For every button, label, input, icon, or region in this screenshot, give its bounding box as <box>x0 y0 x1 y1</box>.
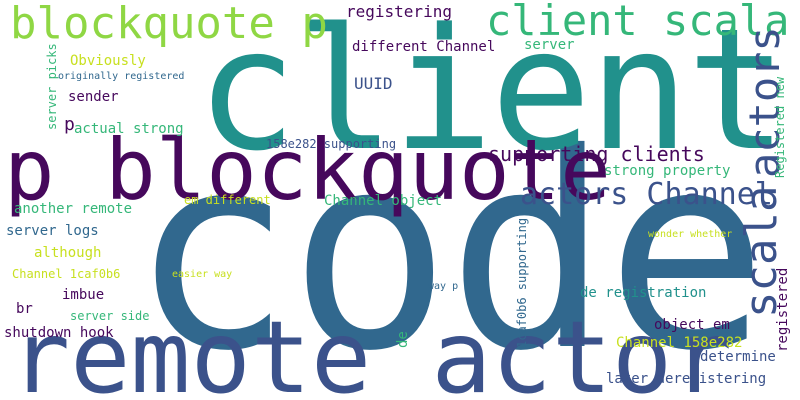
word-client: client <box>196 0 788 188</box>
word-actors-channel: actors Channel <box>520 177 773 212</box>
word-strong-property: strong property <box>604 163 731 179</box>
word-different-channel: different Channel <box>352 39 496 55</box>
word-channel-object: Channel object <box>324 193 443 209</box>
word-another-remote: another remote <box>14 201 133 217</box>
word-imbue: imbue <box>62 287 105 303</box>
word-br: br <box>16 301 33 317</box>
word-uuid: UUID <box>354 74 393 93</box>
word-158e282-supporting: 158e282 supporting <box>266 137 397 151</box>
word-channel-158e282: Channel 158e282 <box>616 335 743 351</box>
word-originally-registered: originally registered <box>58 71 185 82</box>
word-obviously: Obviously <box>70 53 146 69</box>
word-channel-1caf0b6: Channel 1caf0b6 <box>12 267 121 281</box>
word-although: although <box>34 245 102 261</box>
word-p: p <box>64 114 75 135</box>
word-remote-actor: remote actor <box>10 299 733 400</box>
word-server-picks: server picks <box>45 43 59 130</box>
word-client-scala: client scala <box>486 0 790 45</box>
word-object-em: object em <box>654 317 730 333</box>
word-later-deregistering: later deregistering <box>606 371 767 387</box>
word-sender: sender <box>68 89 119 105</box>
word-server-side: server side <box>70 309 150 323</box>
word-shutdown-hook: shutdown hook <box>4 325 114 341</box>
word-em-different: em different <box>184 193 271 207</box>
word-p-blockquote: p blockquote <box>4 121 611 219</box>
word-registered-new: Registered new <box>773 76 787 178</box>
word-de-registration: de registration <box>580 285 707 301</box>
word-de: de <box>395 331 411 348</box>
word-registering: registering <box>346 2 452 21</box>
word-determine: determine <box>700 349 776 365</box>
word-server: server <box>524 37 575 53</box>
word-easier-way: easier way <box>172 269 233 280</box>
word-registered: registered <box>775 267 791 352</box>
word-1caf0b6-supporting: 1caf0b6 supporting <box>515 217 529 348</box>
word-wonder-whether: wonder whether <box>648 229 733 240</box>
word-blockquote-p: blockquote p <box>10 0 328 49</box>
word-code: code <box>130 95 768 400</box>
word-way-p: way p <box>428 281 459 292</box>
word-actual-strong: actual strong <box>74 121 184 137</box>
word-supporting-clients: supporting clients <box>488 142 705 166</box>
word-server-logs: server logs <box>6 223 99 239</box>
